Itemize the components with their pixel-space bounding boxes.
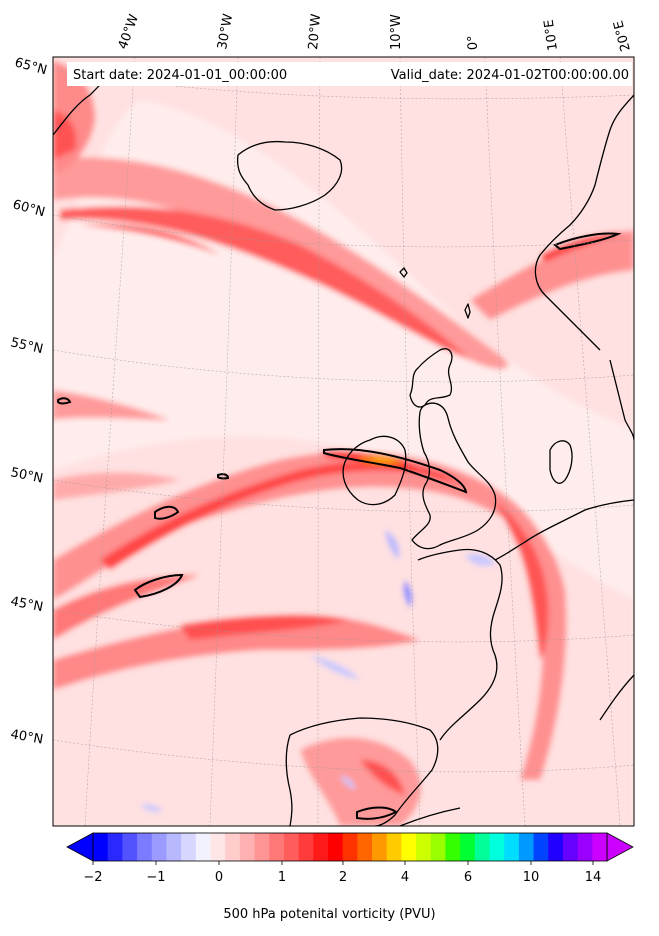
faroe-islands (399, 267, 408, 278)
colorbar-cell (342, 833, 358, 861)
colorbar-tick-label: −2 (83, 870, 102, 885)
colorbar-cell (504, 833, 520, 861)
lat-label-55n: 55°N (9, 335, 44, 357)
colorbar-cell (592, 833, 608, 861)
lat-label-50n: 50°N (9, 465, 44, 486)
denmark-coast (549, 440, 573, 484)
lon-label-10w: 10°W (389, 14, 404, 50)
shetland (464, 303, 471, 319)
lon-label-20w: 20°W (306, 13, 324, 50)
colorbar-cell (460, 833, 476, 861)
map-panel (53, 57, 634, 826)
colorbar-cell (269, 833, 285, 861)
valid-date-label: Valid_date: 2024-01-02T00:00:00.00 (391, 68, 629, 83)
colorbar-tick-label: 4 (401, 870, 409, 885)
colorbar: −2 −1 0 1 2 4 6 10 14 (66, 832, 634, 885)
colorbar-cell (195, 833, 212, 861)
pv-filled-contours (53, 57, 634, 826)
colorbar-cell (181, 833, 197, 861)
france-coast (417, 548, 503, 741)
lat-label-45n: 45°N (9, 594, 44, 615)
colorbar-cell (210, 833, 226, 861)
colorbar-cell (474, 833, 491, 861)
info-banner (67, 62, 632, 86)
colorbar-tick-label: −1 (146, 870, 165, 885)
lat-label-60n: 60°N (11, 197, 47, 220)
colorbar-extend-min-arrow (66, 832, 94, 862)
colorbar-cell (313, 833, 329, 861)
colorbar-ticks: −2 −1 0 1 2 4 6 10 14 (83, 861, 601, 885)
britain-coast (411, 402, 497, 550)
iceland-coast (236, 140, 343, 211)
coastlines (53, 64, 634, 826)
colorbar-cell (137, 833, 153, 861)
colorbar-cell (548, 833, 564, 861)
colorbar-cell (239, 833, 256, 861)
colorbar-cell (122, 833, 138, 861)
colorbar-cell (533, 833, 549, 861)
colorbar-tick-label: 0 (215, 870, 223, 885)
colorbar-cell (372, 833, 388, 861)
colorbar-cell (93, 833, 109, 861)
colorbar-cell (562, 833, 579, 861)
italy-coast (599, 674, 634, 721)
colorbar-cell (386, 833, 402, 861)
latitude-labels: 65°N 60°N 55°N 50°N 45°N 40°N (9, 55, 48, 747)
colorbar-cell (401, 833, 417, 861)
colorbar-cell (151, 833, 168, 861)
colorbar-tick-label: 10 (523, 870, 540, 885)
colorbar-cell (577, 833, 593, 861)
colorbar-cell (445, 833, 461, 861)
map-frame (52, 56, 635, 827)
norway-coast (534, 94, 634, 351)
colorbar-cell (357, 833, 373, 861)
colorbar-cell (107, 833, 123, 861)
colorbar-cell (283, 833, 300, 861)
colorbar-cell (327, 833, 344, 861)
colorbar-cell (298, 833, 314, 861)
colorbar-tick-label: 1 (278, 870, 286, 885)
lon-label-0: 0° (465, 35, 481, 50)
colorbar-cell (489, 833, 505, 861)
colorbar-cell (254, 833, 270, 861)
colorbar-cell (430, 833, 447, 861)
low-countries-coast (494, 499, 634, 561)
sweden-coast (609, 359, 634, 441)
lon-label-30w: 30°W (215, 13, 236, 51)
colorbar-cells (93, 833, 608, 861)
pv-2pvu-contours (57, 232, 622, 820)
lat-label-40n: 40°N (9, 727, 44, 747)
lon-label-40w: 40°W (116, 12, 142, 51)
colorbar-cell (225, 833, 241, 861)
colorbar-frame (92, 832, 608, 862)
iberia-coast (285, 717, 439, 826)
colorbar-cell (518, 833, 535, 861)
colorbar-extend-max-arrow (606, 832, 634, 862)
lon-label-10e: 10°E (542, 18, 561, 51)
lon-label-20e: 20°E (611, 19, 634, 53)
colorbar-tick-label: 14 (585, 870, 602, 885)
north-africa-coast (399, 807, 461, 826)
colorbar-cell (166, 833, 182, 861)
colorbar-tick-label: 2 (339, 870, 347, 885)
start-date-label: Start date: 2024-01-01_00:00:00 (73, 68, 287, 83)
colorbar-title: 500 hPa potenital vorticity (PVU) (223, 907, 436, 922)
ireland-coast (342, 435, 407, 506)
colorbar-cell (416, 833, 432, 861)
colorbar-tick-label: 6 (464, 870, 472, 885)
longitude-labels: 40°W 30°W 20°W 10°W 0° 10°E 20°E (116, 12, 634, 52)
lat-label-65n: 65°N (13, 55, 49, 78)
